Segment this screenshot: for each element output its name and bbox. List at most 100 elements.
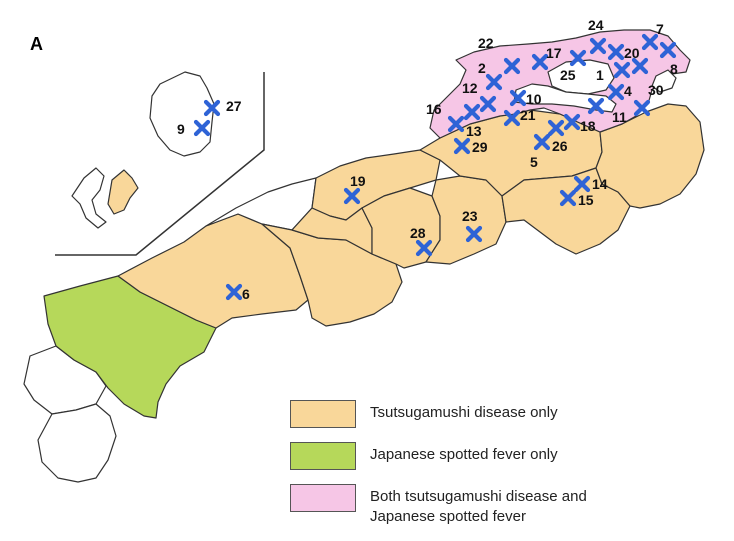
inset-frame (55, 72, 265, 256)
site-marker-28 (415, 239, 433, 257)
site-marker-13 (447, 115, 465, 133)
site-label-27: 27 (226, 98, 242, 114)
legend: Tsutsugamushi disease only Japanese spot… (290, 400, 710, 541)
site-label-23: 23 (462, 208, 478, 224)
site-marker-22 (503, 57, 521, 75)
site-label-24: 24 (588, 17, 604, 33)
region-site-14-15 (501, 167, 631, 255)
x-marker-icon (631, 57, 649, 75)
island-dogo (149, 71, 215, 157)
x-marker-icon (225, 283, 243, 301)
site-marker-2 (485, 73, 503, 91)
site-marker-8 (659, 41, 677, 59)
x-marker-icon (607, 83, 625, 101)
site-label-12: 12 (462, 80, 478, 96)
site-label-8: 8 (670, 61, 678, 77)
x-marker-icon (415, 239, 433, 257)
site-marker-29 (453, 137, 471, 155)
site-marker-9 (193, 119, 211, 137)
site-label-2: 2 (478, 60, 486, 76)
x-marker-icon (479, 95, 497, 113)
site-marker-15 (559, 189, 577, 207)
site-label-19: 19 (350, 173, 366, 189)
site-marker-26 (533, 133, 551, 151)
site-marker-12 (463, 103, 481, 121)
site-marker-21 (503, 109, 521, 127)
island-dozen-east (107, 169, 139, 215)
legend-label-spotted-fever: Japanese spotted fever only (370, 446, 558, 463)
legend-label-both-line-2: Japanese spotted fever (370, 508, 526, 525)
site-label-28: 28 (410, 225, 426, 241)
x-marker-icon (573, 175, 591, 193)
x-marker-icon (453, 137, 471, 155)
site-marker-14 (573, 175, 591, 193)
island-dozen-west (71, 167, 107, 229)
x-marker-icon (607, 43, 625, 61)
x-marker-icon (533, 133, 551, 151)
region-east (595, 103, 705, 209)
site-marker-1b (631, 57, 649, 75)
site-marker-20 (607, 43, 625, 61)
x-marker-icon (503, 109, 521, 127)
site-label-4: 4 (624, 83, 632, 99)
x-marker-icon (613, 61, 631, 79)
x-marker-icon (503, 57, 521, 75)
legend-item-spotted-fever: Japanese spotted fever only (290, 442, 710, 470)
x-marker-icon (531, 53, 549, 71)
x-marker-icon (203, 99, 221, 117)
site-label-7: 7 (656, 21, 664, 37)
site-marker-25 (569, 49, 587, 67)
x-marker-icon (559, 189, 577, 207)
site-label-26: 26 (552, 138, 568, 154)
legend-item-tsutsugamushi: Tsutsugamushi disease only (290, 400, 710, 428)
site-marker-23 (465, 225, 483, 243)
legend-swatch-spotted-fever (290, 442, 356, 470)
site-marker-27 (203, 99, 221, 117)
site-label-18: 18 (580, 118, 596, 134)
site-marker-6 (225, 283, 243, 301)
site-marker-24 (589, 37, 607, 55)
region-east-white (651, 69, 677, 93)
site-marker-18b (547, 119, 565, 137)
x-marker-icon (509, 89, 527, 107)
site-marker-19 (343, 187, 361, 205)
x-marker-icon (587, 97, 605, 115)
x-marker-icon (485, 73, 503, 91)
site-label-30: 30 (648, 82, 664, 98)
site-label-1: 1 (596, 67, 604, 83)
site-marker-1 (613, 61, 631, 79)
site-label-20: 20 (624, 45, 640, 61)
x-marker-icon (589, 37, 607, 55)
x-marker-icon (569, 49, 587, 67)
legend-item-both: Both tsutsugamushi disease and Japanese … (290, 484, 710, 527)
site-marker-11 (587, 97, 605, 115)
site-label-5: 5 (530, 154, 538, 170)
x-marker-icon (193, 119, 211, 137)
x-marker-icon (563, 113, 581, 131)
site-label-29: 29 (472, 139, 488, 155)
site-label-21: 21 (520, 107, 536, 123)
site-marker-12b (479, 95, 497, 113)
x-marker-icon (547, 119, 565, 137)
site-marker-17 (531, 53, 549, 71)
site-marker-7 (641, 33, 659, 51)
region-lake-white (513, 83, 617, 113)
site-label-9: 9 (177, 121, 185, 137)
site-label-16: 16 (426, 101, 442, 117)
site-label-13: 13 (466, 123, 482, 139)
x-marker-icon (447, 115, 465, 133)
legend-label-both: Both tsutsugamushi disease and Japanese … (370, 484, 587, 527)
legend-label-tsutsugamushi: Tsutsugamushi disease only (370, 404, 558, 421)
x-marker-icon (465, 225, 483, 243)
site-label-11: 11 (612, 109, 627, 125)
site-label-25: 25 (560, 67, 576, 83)
panel-label: A (30, 34, 43, 54)
x-marker-icon (641, 33, 659, 51)
site-label-17: 17 (546, 45, 562, 61)
site-label-14: 14 (592, 176, 608, 192)
region-southwest-2 (37, 403, 117, 483)
site-label-10: 10 (526, 91, 542, 107)
x-marker-icon (659, 41, 677, 59)
x-marker-icon (633, 99, 651, 117)
